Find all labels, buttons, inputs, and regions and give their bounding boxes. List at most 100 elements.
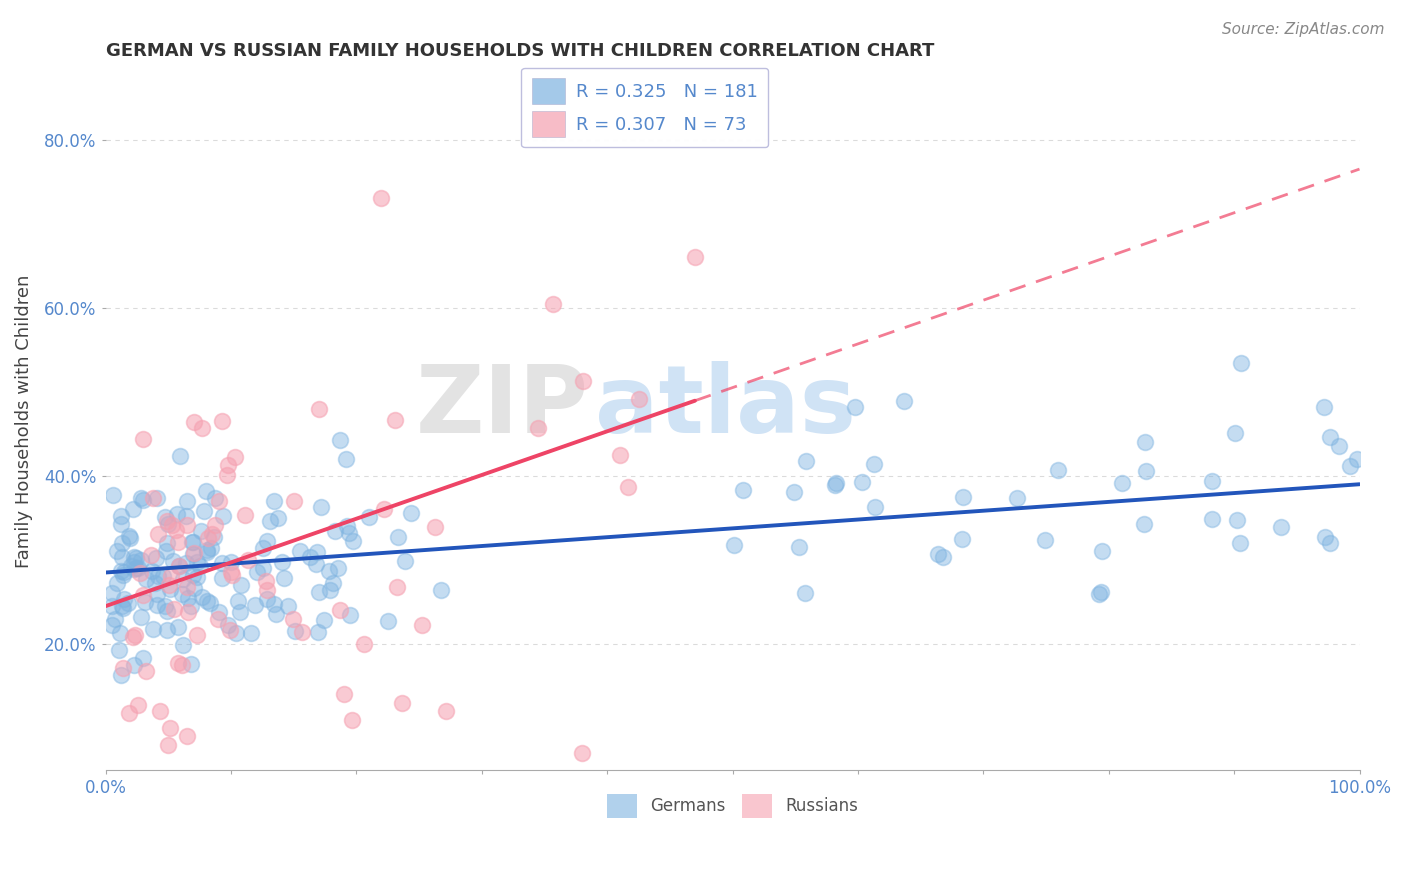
Point [156, 623, 179, 637]
Point [950, 532, 973, 546]
Point [1090, 584, 1112, 599]
Point [101, 488, 124, 502]
Point [318, 564, 340, 578]
Point [135, 572, 157, 586]
Point [121, 502, 143, 516]
Point [156, 517, 179, 532]
Point [110, 536, 132, 550]
Point [851, 475, 873, 490]
Point [132, 493, 155, 508]
Point [131, 553, 153, 567]
Point [176, 730, 198, 744]
Point [284, 624, 307, 638]
Point [571, 746, 593, 760]
Point [156, 604, 179, 618]
Point [342, 713, 364, 727]
Point [1270, 520, 1292, 534]
Point [783, 484, 806, 499]
Point [683, 250, 706, 264]
Point [1223, 425, 1246, 440]
Point [132, 432, 155, 446]
Point [264, 607, 287, 622]
Point [111, 599, 134, 613]
Point [172, 638, 194, 652]
Point [172, 572, 194, 586]
Point [110, 508, 132, 523]
Point [208, 494, 231, 508]
Point [155, 509, 177, 524]
Point [167, 558, 190, 573]
Point [160, 569, 183, 583]
Point [118, 706, 141, 720]
Point [342, 533, 364, 548]
Point [193, 504, 215, 518]
Point [129, 566, 152, 580]
Point [335, 451, 357, 466]
Point [122, 562, 145, 576]
Point [353, 637, 375, 651]
Point [288, 543, 311, 558]
Point [328, 561, 350, 575]
Point [177, 605, 200, 619]
Point [865, 500, 887, 514]
Point [188, 558, 211, 573]
Point [617, 479, 640, 493]
Point [394, 554, 416, 568]
Point [159, 582, 181, 597]
Point [236, 552, 259, 566]
Point [200, 541, 222, 555]
Point [1327, 439, 1350, 453]
Point [387, 530, 409, 544]
Point [129, 610, 152, 624]
Point [146, 527, 169, 541]
Point [1201, 474, 1223, 488]
Point [305, 545, 328, 559]
Point [172, 587, 194, 601]
Point [181, 534, 204, 549]
Point [186, 570, 208, 584]
Point [208, 605, 231, 619]
Point [217, 618, 239, 632]
Point [434, 704, 457, 718]
Point [204, 491, 226, 505]
Point [225, 626, 247, 640]
Point [110, 667, 132, 681]
Point [1091, 544, 1114, 558]
Point [384, 413, 406, 427]
Point [143, 575, 166, 590]
Point [733, 483, 755, 498]
Point [252, 541, 274, 555]
Point [101, 618, 124, 632]
Point [127, 560, 149, 574]
Point [221, 567, 243, 582]
Point [186, 555, 208, 569]
Point [194, 483, 217, 498]
Point [125, 561, 148, 575]
Point [111, 661, 134, 675]
Point [1319, 535, 1341, 549]
Point [127, 698, 149, 712]
Point [153, 599, 176, 613]
Point [141, 622, 163, 636]
Point [183, 546, 205, 560]
Point [229, 578, 252, 592]
Point [219, 565, 242, 579]
Point [226, 594, 249, 608]
Point [176, 494, 198, 508]
Point [163, 602, 186, 616]
Point [1046, 463, 1069, 477]
Point [217, 458, 239, 473]
Point [132, 651, 155, 665]
Point [176, 517, 198, 532]
Point [142, 491, 165, 505]
Point [219, 623, 242, 637]
Point [337, 525, 360, 540]
Text: Source: ZipAtlas.com: Source: ZipAtlas.com [1222, 22, 1385, 37]
Point [1005, 491, 1028, 505]
Point [122, 657, 145, 672]
Point [283, 493, 305, 508]
Point [224, 450, 246, 465]
Point [333, 687, 356, 701]
Point [156, 536, 179, 550]
Point [1319, 430, 1341, 444]
